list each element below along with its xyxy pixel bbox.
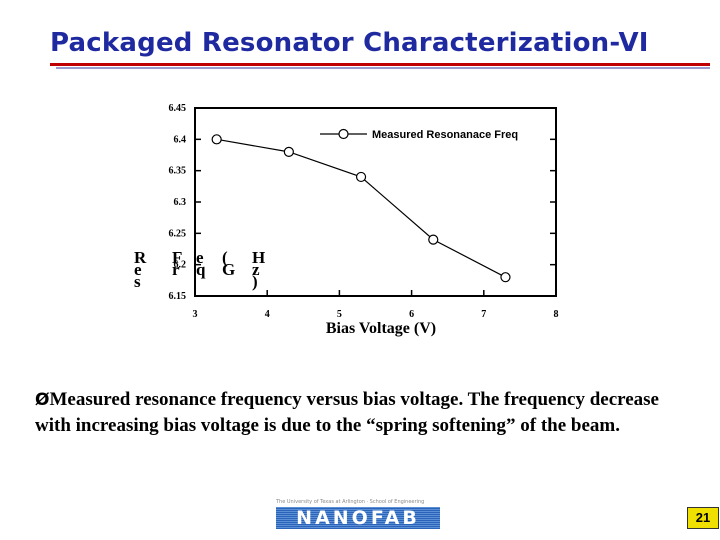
- y-axis-title-col2: F r: [172, 248, 183, 279]
- y-axis-title-char: G: [222, 260, 236, 279]
- legend-label: Measured Resonanace Freq: [372, 129, 518, 141]
- y-tick-label: 6.2: [174, 260, 187, 271]
- y-axis-title-char: s: [134, 272, 141, 291]
- y-tick-label: 6.15: [169, 291, 187, 302]
- y-axis-title-char: (: [222, 248, 228, 267]
- x-tick-label: 3: [193, 309, 198, 320]
- slide-title: Packaged Resonator Characterization-VI: [50, 28, 649, 58]
- bullet-text: Measured resonance frequency versus bias…: [35, 389, 659, 436]
- logo-wordmark: NANOFAB: [276, 507, 440, 529]
- x-axis-title: Bias Voltage (V): [326, 320, 436, 337]
- bullet-paragraph: ØMeasured resonance frequency versus bia…: [35, 387, 695, 438]
- title-underline: [50, 63, 710, 66]
- y-axis-title-char: H: [252, 248, 266, 267]
- y-tick-label: 6.35: [169, 166, 187, 177]
- y-axis-title-col4: ( G: [222, 248, 236, 279]
- y-tick-label: 6.45: [169, 103, 187, 114]
- y-axis-title-char: q: [196, 260, 206, 279]
- x-tick-label: 5: [337, 309, 342, 320]
- x-tick-label: 8: [554, 309, 559, 320]
- y-axis-title-char: e: [134, 260, 142, 279]
- x-tick-label: 7: [481, 309, 486, 320]
- logo-tagline: The University of Texas at Arlington · S…: [276, 499, 425, 505]
- data-point: [428, 234, 439, 245]
- y-axis-title-col1: R e s: [134, 248, 147, 291]
- y-axis-title-char: z: [252, 260, 260, 279]
- y-axis-title-char: e: [196, 248, 204, 267]
- y-tick-label: 6.4: [174, 134, 187, 145]
- y-axis-title-char: R: [134, 248, 147, 267]
- y-tick-label: 6.25: [169, 228, 187, 239]
- y-axis-title-col5: H z ): [252, 248, 266, 291]
- y-axis-title-char: F: [172, 248, 183, 267]
- legend-marker: [338, 128, 349, 140]
- y-tick-label: 6.3: [174, 197, 187, 208]
- data-point: [283, 146, 294, 157]
- x-tick-label: 6: [409, 309, 414, 320]
- y-axis-title-col3: e q: [196, 248, 206, 279]
- bullet-arrow-icon: Ø: [35, 390, 50, 410]
- x-tick-label: 4: [265, 309, 270, 320]
- y-axis-title-char: ): [252, 272, 258, 291]
- y-axis-title-char: r: [172, 260, 180, 279]
- data-point: [355, 171, 367, 183]
- nanofab-logo: The University of Texas at Arlington · S…: [276, 498, 440, 530]
- data-point: [211, 134, 222, 145]
- title-underline-shadow: [56, 67, 710, 69]
- page-number: 21: [687, 507, 719, 529]
- data-point: [500, 272, 511, 283]
